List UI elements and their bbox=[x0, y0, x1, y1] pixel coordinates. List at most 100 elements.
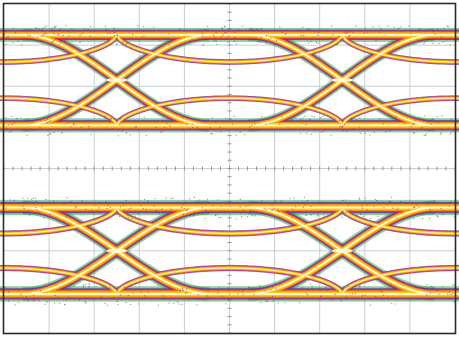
eye-noise-dot bbox=[215, 40, 217, 42]
eye-lower bbox=[0, 196, 459, 306]
eye-noise-dot bbox=[279, 123, 281, 125]
eye-noise-dot bbox=[166, 212, 168, 214]
eye-noise-dot bbox=[352, 118, 354, 120]
eye-noise-dot bbox=[432, 42, 434, 44]
eye-noise-dot bbox=[369, 134, 371, 136]
eye-noise-dot bbox=[81, 33, 83, 35]
eye-noise-dot bbox=[107, 40, 110, 42]
eye-noise-dot bbox=[43, 298, 46, 300]
eye-noise-dot bbox=[306, 199, 309, 202]
eye-noise-dot bbox=[434, 33, 436, 35]
eye-noise-dot bbox=[392, 207, 394, 209]
eye-noise-dot bbox=[452, 292, 454, 295]
eye-noise-dot bbox=[41, 42, 43, 44]
eye-noise-dot bbox=[305, 214, 307, 216]
eye-noise-dot bbox=[75, 207, 77, 209]
eye-noise-dot bbox=[54, 294, 56, 296]
eye-noise-dot bbox=[131, 218, 133, 220]
eye-noise-dot bbox=[207, 290, 209, 292]
eye-noise-dot bbox=[112, 128, 114, 130]
eye-noise-dot bbox=[343, 129, 345, 131]
eye-noise-dot bbox=[436, 215, 438, 217]
eye-noise-dot bbox=[364, 294, 367, 296]
eye-noise-dot bbox=[284, 302, 286, 304]
eye-noise-dot bbox=[227, 287, 229, 289]
eye-noise-dot bbox=[387, 215, 389, 217]
eye-noise-dot bbox=[52, 27, 54, 29]
eye-noise-dot bbox=[265, 300, 267, 302]
eye-noise-dot bbox=[207, 30, 209, 32]
eye-noise-dot bbox=[239, 206, 241, 208]
eye-noise-dot bbox=[448, 29, 450, 31]
eye-noise-dot bbox=[168, 33, 170, 35]
eye-noise-dot bbox=[172, 120, 174, 122]
eye-noise-dot bbox=[54, 39, 56, 41]
eye-noise-dot bbox=[132, 33, 134, 36]
eye-noise-dot bbox=[115, 37, 117, 39]
eye-noise-dot bbox=[5, 43, 7, 45]
eye-noise-dot bbox=[418, 206, 420, 208]
eye-noise-dot bbox=[380, 28, 382, 30]
eye-noise-dot bbox=[182, 117, 184, 119]
eye-noise-dot bbox=[426, 284, 428, 286]
eye-noise-dot bbox=[317, 34, 319, 36]
eye-noise-dot bbox=[406, 217, 408, 220]
eye-noise-dot bbox=[70, 126, 72, 128]
eye-noise-dot bbox=[193, 196, 195, 198]
eye-noise-dot bbox=[450, 294, 452, 296]
eye-noise-dot bbox=[27, 34, 29, 36]
eye-noise-dot bbox=[367, 31, 369, 34]
eye-noise-dot bbox=[10, 115, 13, 118]
eye-noise-dot bbox=[97, 210, 99, 212]
eye-noise-dot bbox=[416, 204, 418, 206]
eye-noise-dot bbox=[168, 44, 170, 46]
eye-noise-dot bbox=[272, 300, 274, 302]
eye-noise-dot bbox=[177, 301, 179, 303]
eye-noise-dot bbox=[79, 34, 81, 36]
eye-noise-dot bbox=[353, 127, 355, 129]
eye-noise-dot bbox=[256, 28, 258, 30]
eye-noise-dot bbox=[182, 129, 185, 131]
eye-noise-dot bbox=[453, 216, 455, 218]
eye-noise-dot bbox=[260, 28, 263, 30]
eye-noise-dot bbox=[381, 299, 383, 301]
eye-noise-dot bbox=[313, 128, 315, 130]
eye-noise-dot bbox=[161, 31, 164, 33]
eye-noise-dot bbox=[63, 40, 65, 42]
eye-noise-dot bbox=[189, 198, 191, 200]
eye-noise-dot bbox=[120, 117, 122, 119]
eye-noise-dot bbox=[302, 26, 304, 28]
eye-noise-dot bbox=[165, 197, 167, 199]
eye-noise-dot bbox=[310, 214, 312, 216]
eye-noise-dot bbox=[166, 42, 168, 44]
eye-noise-dot bbox=[372, 26, 374, 28]
eye-noise-dot bbox=[204, 217, 206, 219]
eye-noise-dot bbox=[342, 130, 344, 132]
eye-noise-dot bbox=[58, 43, 60, 46]
eye-noise-dot bbox=[79, 41, 81, 43]
eye-noise-dot bbox=[341, 126, 343, 128]
eye-noise-dot bbox=[64, 304, 66, 306]
eye-noise-dot bbox=[213, 40, 215, 42]
eye-noise-dot bbox=[322, 39, 324, 41]
eye-noise-dot bbox=[342, 125, 344, 127]
eye-noise-dot bbox=[348, 30, 350, 32]
eye-noise-dot bbox=[227, 29, 230, 31]
eye-noise-dot bbox=[220, 131, 222, 133]
eye-noise-dot bbox=[73, 285, 76, 287]
eye-noise-dot bbox=[319, 295, 322, 297]
eye-noise-dot bbox=[51, 42, 53, 44]
eye-noise-dot bbox=[413, 123, 415, 125]
eye-noise-dot bbox=[396, 208, 398, 211]
eye-noise-dot bbox=[386, 203, 388, 205]
eye-noise-dot bbox=[224, 288, 226, 290]
eye-noise-dot bbox=[378, 25, 380, 27]
eye-noise-dot bbox=[90, 133, 92, 135]
eye-noise-dot bbox=[217, 199, 219, 201]
eye-noise-dot bbox=[66, 197, 68, 199]
eye-noise-dot bbox=[383, 207, 385, 209]
eye-noise-dot bbox=[64, 120, 66, 122]
eye-noise-dot bbox=[41, 206, 43, 208]
eye-noise-dot bbox=[102, 287, 104, 289]
eye-noise-dot bbox=[184, 293, 186, 295]
